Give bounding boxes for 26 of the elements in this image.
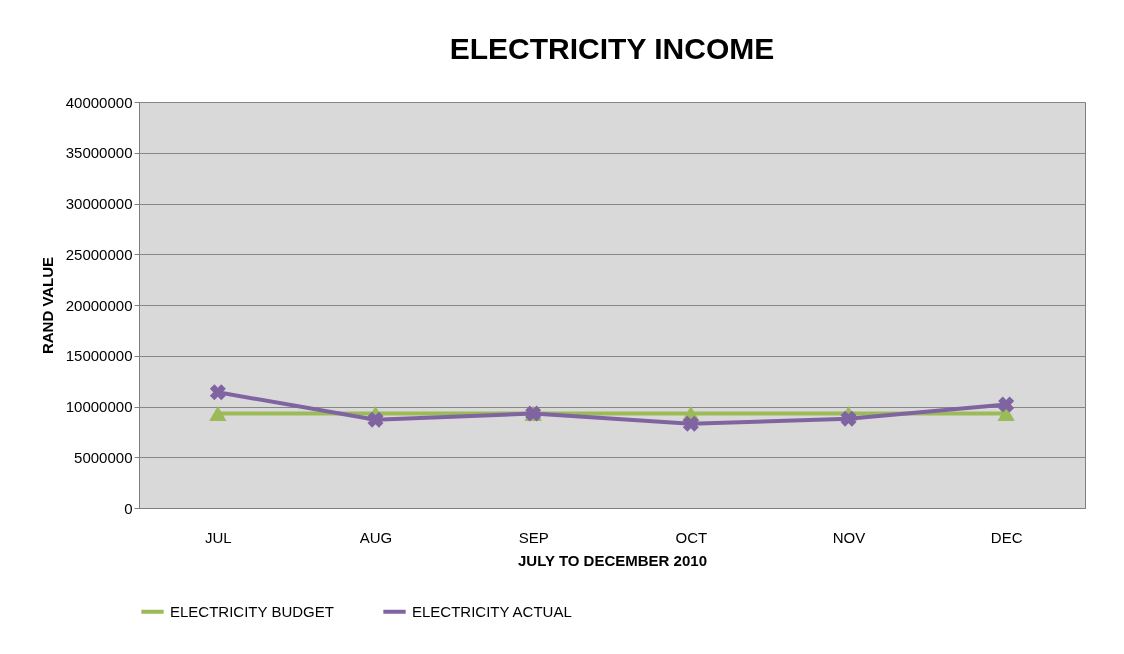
y-tick-label: 10000000 — [65, 398, 133, 415]
x-tick-label: OCT — [675, 528, 708, 546]
y-tick-label: 20000000 — [65, 296, 133, 314]
y-tick-label: 0 — [124, 499, 133, 517]
point — [209, 384, 226, 401]
x-tick-label: NOV — [832, 528, 866, 546]
y-tick-label: 35000000 — [65, 144, 133, 162]
chart-title: ELECTRICITY INCOME — [449, 32, 775, 65]
x-tick-label: AUG — [359, 528, 393, 546]
point — [209, 406, 227, 422]
y-tick-label: 25000000 — [65, 245, 133, 263]
point — [840, 410, 857, 427]
point — [367, 411, 384, 428]
point — [682, 415, 699, 432]
y-axis-title: RAND VALUE — [38, 256, 56, 355]
x-tick-label: SEP — [518, 528, 549, 546]
x-tick-label: JUL — [204, 528, 232, 546]
y-tick-label: 5000000 — [74, 448, 133, 466]
x-axis-title: JULY TO DECEMBER 2010 — [518, 551, 707, 569]
y-tick-label: 15000000 — [65, 347, 133, 365]
legend-label: ELECTRICITY ACTUAL — [412, 602, 572, 620]
point — [998, 396, 1015, 413]
x-tick-label: DEC — [990, 528, 1023, 546]
y-tick-label: 30000000 — [65, 195, 133, 212]
legend-label: ELECTRICITY BUDGET — [170, 602, 334, 620]
y-tick-label: 40000000 — [65, 93, 133, 111]
